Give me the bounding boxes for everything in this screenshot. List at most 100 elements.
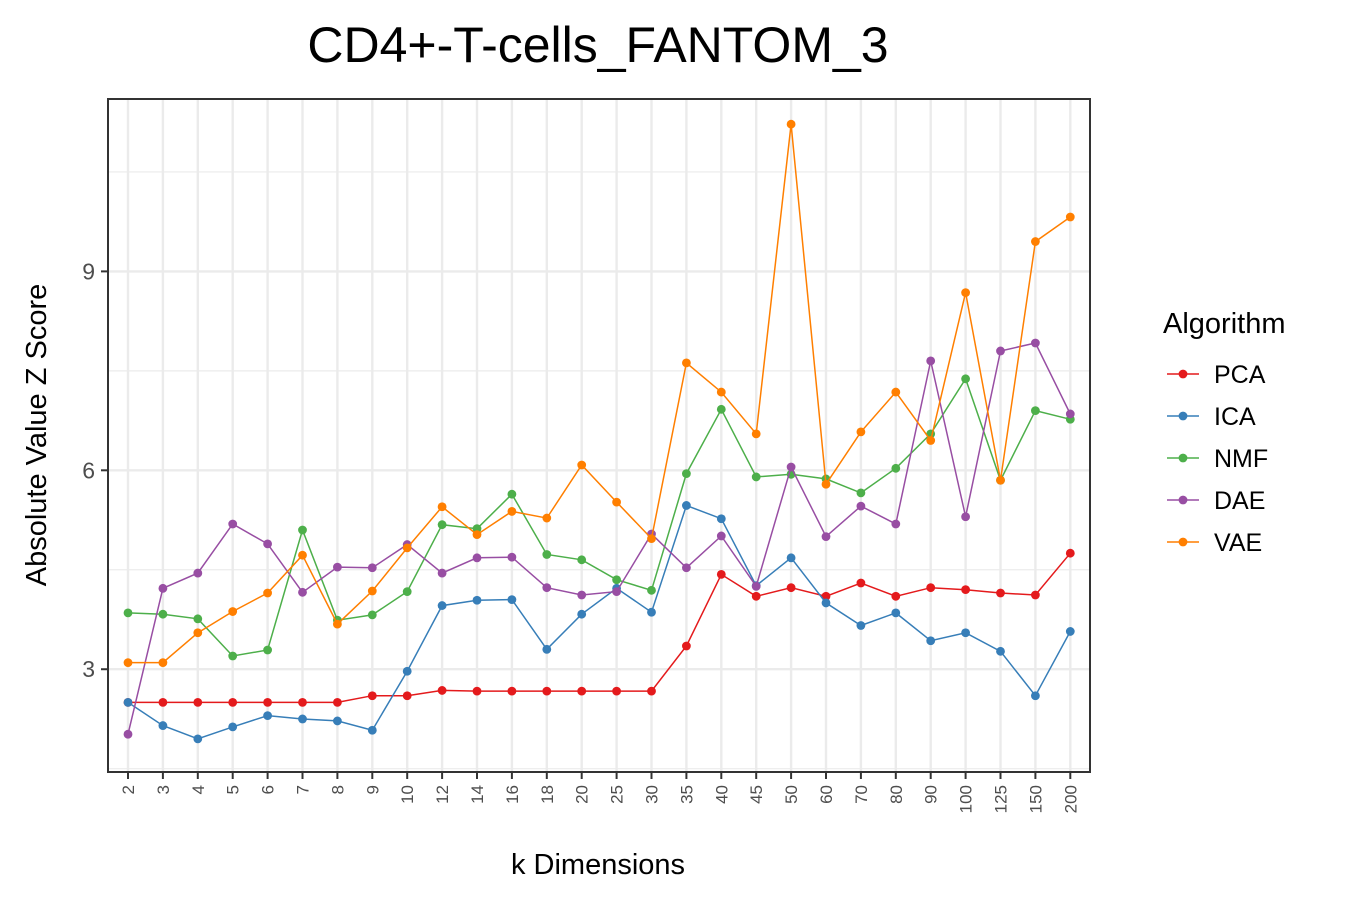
series-ica <box>123 501 1075 744</box>
data-point-vae <box>402 543 412 553</box>
data-point-ica <box>647 607 656 617</box>
data-point-vae <box>821 479 831 489</box>
data-point-pca <box>228 697 238 707</box>
x-tick-label: 16 <box>503 785 522 804</box>
data-point-nmf <box>123 608 133 618</box>
legend-label: ICA <box>1214 403 1256 431</box>
data-point-dae <box>682 563 691 573</box>
data-point-ica <box>577 609 587 619</box>
data-point-pca <box>298 697 307 707</box>
data-point-dae <box>1031 338 1040 348</box>
data-point-nmf <box>891 463 901 473</box>
data-point-dae <box>821 532 831 542</box>
y-axis: 3 6 9 <box>82 258 108 682</box>
data-point-dae <box>333 562 342 572</box>
data-point-vae <box>856 427 866 437</box>
x-axis-title: k Dimensions <box>511 849 685 881</box>
data-point-pca <box>577 686 587 696</box>
data-point-pca <box>751 591 761 601</box>
x-tick-label: 4 <box>189 785 208 794</box>
legend-label: DAE <box>1214 487 1265 515</box>
data-point-pca <box>716 570 726 579</box>
x-tick-label: 3 <box>154 785 173 794</box>
data-point-vae <box>716 387 726 397</box>
data-point-pca <box>472 686 482 696</box>
data-point-vae <box>228 607 238 616</box>
data-point-vae <box>926 436 936 445</box>
data-point-nmf <box>1031 406 1040 416</box>
data-point-ica <box>507 595 517 605</box>
data-point-ica <box>333 716 342 726</box>
data-point-dae <box>926 356 936 366</box>
data-point-nmf <box>751 472 761 482</box>
series-nmf <box>123 374 1075 661</box>
data-point-vae <box>647 534 656 544</box>
data-point-pca <box>647 686 656 696</box>
data-point-dae <box>751 581 761 591</box>
data-point-pca <box>891 591 901 601</box>
data-point-vae <box>961 288 970 298</box>
data-point-ica <box>193 734 203 744</box>
data-point-nmf <box>263 645 272 655</box>
data-point-vae <box>472 530 482 540</box>
data-point-dae <box>716 531 726 541</box>
data-point-ica <box>123 697 133 707</box>
x-tick-label: 8 <box>328 785 347 794</box>
x-tick-label: 25 <box>608 785 627 804</box>
data-point-nmf <box>647 585 656 595</box>
y-tick-label: 3 <box>82 656 95 682</box>
data-point-ica <box>367 725 377 735</box>
legend-label: VAE <box>1214 529 1262 557</box>
data-point-nmf <box>437 520 447 530</box>
x-tick-label: 150 <box>1026 785 1045 813</box>
data-point-ica <box>158 721 168 730</box>
data-point-vae <box>542 513 552 523</box>
data-point-pca <box>961 585 970 595</box>
data-point-nmf <box>856 488 866 498</box>
series-pca <box>123 548 1075 707</box>
data-point-vae <box>1065 212 1075 222</box>
data-point-ica <box>961 628 970 638</box>
chart-title: CD4+-T-cells_FANTOM_3 <box>307 17 888 73</box>
data-point-pca <box>542 686 552 696</box>
data-point-ica <box>263 711 272 721</box>
x-tick-label: 2 <box>119 785 138 794</box>
data-point-dae <box>367 563 377 573</box>
legend-item-vae: VAE <box>1167 529 1262 557</box>
data-point-ica <box>437 601 447 610</box>
data-point-pca <box>158 697 168 707</box>
series-line-nmf <box>127 377 1071 657</box>
data-point-dae <box>298 587 307 597</box>
data-point-pca <box>1065 548 1075 558</box>
data-point-pca <box>786 583 796 593</box>
data-point-pca <box>437 686 447 695</box>
data-point-ica <box>228 722 238 732</box>
data-point-pca <box>1031 590 1040 600</box>
data-point-vae <box>751 429 761 439</box>
legend-item-ica: ICA <box>1167 403 1256 431</box>
x-tick-label: 90 <box>922 785 941 804</box>
data-point-vae <box>682 358 691 368</box>
data-point-dae <box>542 583 552 593</box>
data-point-pca <box>193 697 203 707</box>
x-tick-label: 7 <box>294 785 313 794</box>
legend-point-swatch <box>1178 537 1188 547</box>
data-point-pca <box>367 691 377 701</box>
x-tick-label: 80 <box>887 785 906 804</box>
x-tick-label: 6 <box>259 785 278 794</box>
data-point-nmf <box>542 550 552 559</box>
data-point-dae <box>786 462 796 472</box>
data-point-ica <box>996 646 1005 656</box>
data-point-vae <box>437 502 447 512</box>
series-layer <box>123 119 1075 744</box>
data-point-nmf <box>682 469 691 479</box>
x-axis: 2 3 4 5 6 7 8 9 10 12 14 16 18 20 25 30 35 40 45 50 60 70 80 90… <box>119 772 1080 813</box>
x-tick-label: 14 <box>468 785 487 804</box>
data-point-nmf <box>158 609 168 619</box>
data-point-dae <box>507 552 517 562</box>
data-point-dae <box>961 512 970 522</box>
data-point-dae <box>437 568 447 578</box>
series-vae <box>123 119 1075 667</box>
data-point-vae <box>507 507 517 516</box>
data-point-nmf <box>228 651 238 661</box>
